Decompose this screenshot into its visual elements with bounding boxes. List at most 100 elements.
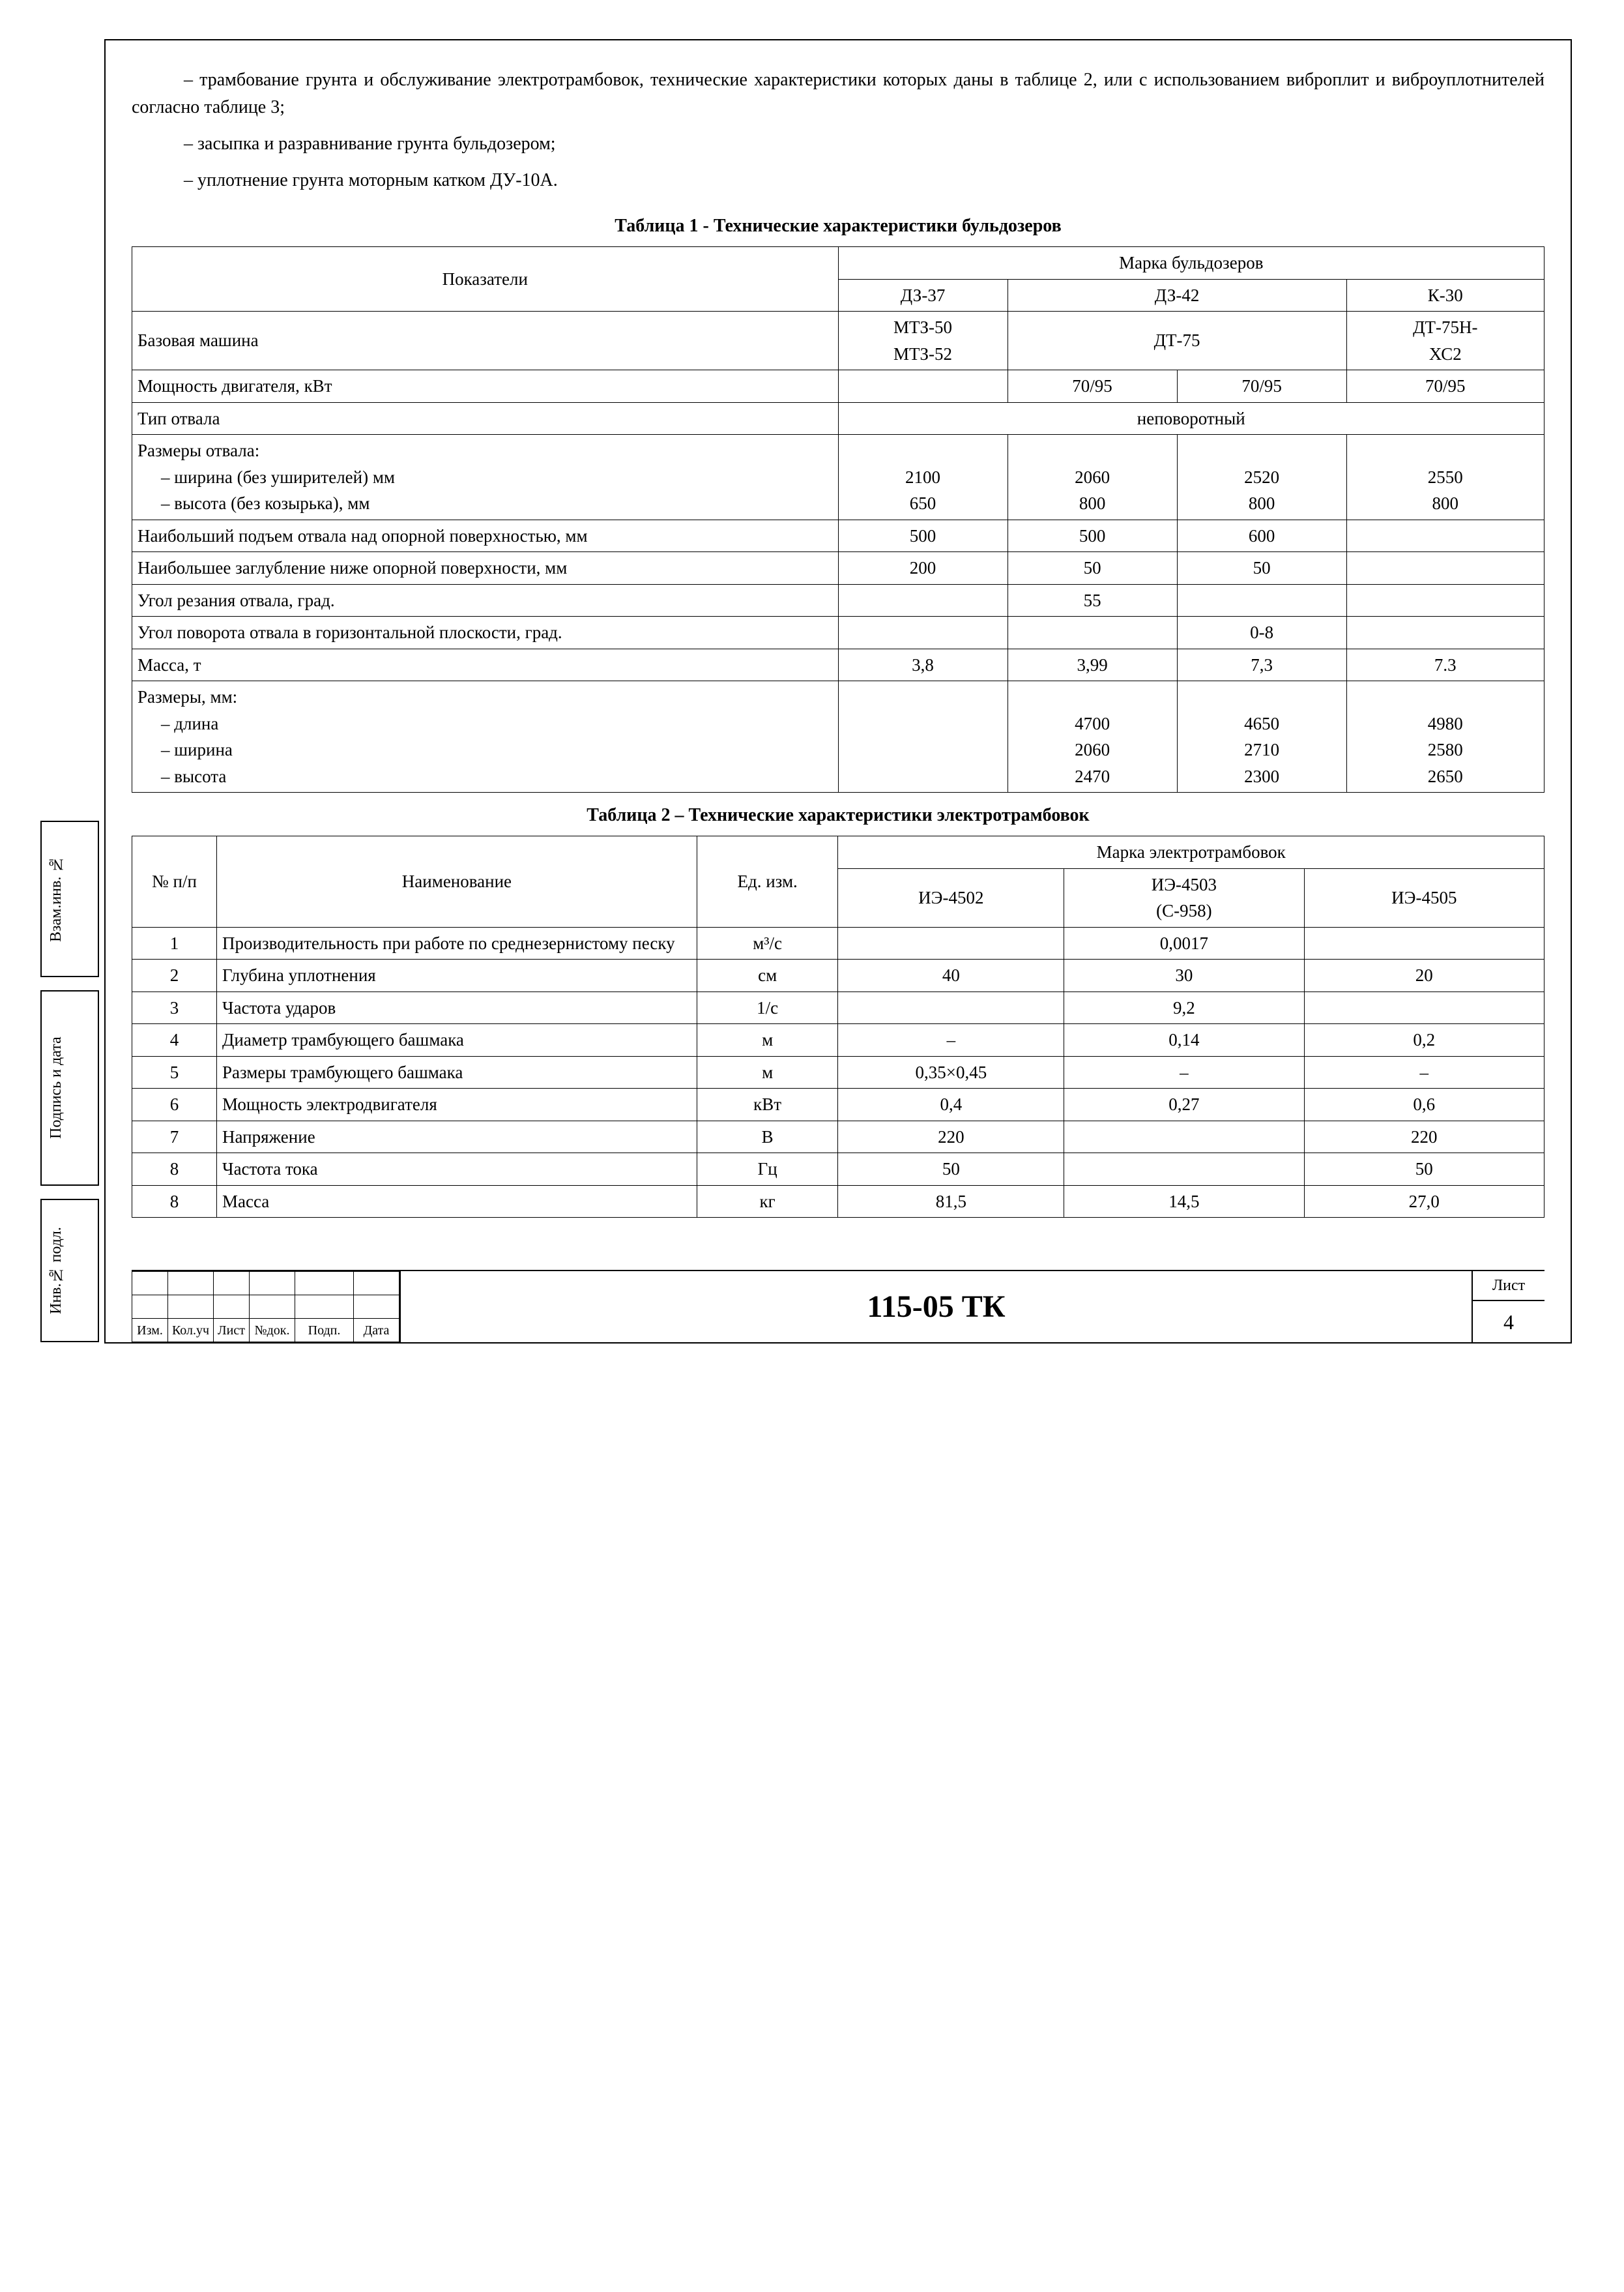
side-registration-boxes: Взам.инв. № Подпись и дата Инв.№ подл. (40, 821, 99, 1342)
cell-text: ХС2 (1429, 344, 1462, 364)
cell-text: 4650 (1244, 714, 1279, 733)
cell-text: 2580 (1428, 740, 1463, 759)
cell-text: 70/95 (1008, 370, 1177, 403)
side-box-vzam: Взам.инв. № (40, 821, 99, 977)
cell-v2 (1064, 1121, 1304, 1153)
cell-unit: кг (697, 1185, 838, 1218)
bullet-3: – уплотнение грунта моторным катком ДУ-1… (132, 167, 1544, 194)
cell-unit: м (697, 1024, 838, 1057)
cell-text: Размеры, мм: (138, 687, 237, 707)
t1-col-3: К-30 (1346, 279, 1544, 312)
cell-v1 (838, 992, 1064, 1024)
cell-text: неповоротный (838, 402, 1544, 435)
cell-no: 2 (132, 960, 217, 992)
cell-name: Напряжение (217, 1121, 697, 1153)
paragraph-1: – трамбование грунта и обслуживание элек… (132, 66, 1544, 121)
t2-col-2: ИЭ-4503 (С-958) (1064, 868, 1304, 927)
table-row: 5Размеры трамбующего башмакам0,35×0,45–– (132, 1056, 1544, 1089)
cell-name: Размеры трамбующего башмака (217, 1056, 697, 1089)
cell-v1: 81,5 (838, 1185, 1064, 1218)
cell-no: 7 (132, 1121, 217, 1153)
t1-row-base: Базовая машина (132, 312, 839, 370)
cell-v3: – (1304, 1056, 1544, 1089)
cell-unit: Гц (697, 1153, 838, 1186)
cell-text: 2710 (1244, 740, 1279, 759)
table-row: Мощность двигателя, кВт 70/95 70/95 70/9… (132, 370, 1544, 403)
t1-col-2: ДЗ-42 (1008, 279, 1346, 312)
cell-text: 50 (1008, 552, 1177, 585)
t1-header-marka: Марка бульдозеров (838, 247, 1544, 280)
t1-row-turn: Угол поворота отвала в горизонтальной пл… (132, 617, 839, 649)
t2-h-name: Наименование (217, 836, 697, 928)
t1-row-power: Мощность двигателя, кВт (132, 370, 839, 403)
cell-name: Производительность при работе по среднез… (217, 927, 697, 960)
cell-text: 800 (1249, 493, 1275, 513)
cell-unit: м³/с (697, 927, 838, 960)
table-1: Показатели Марка бульдозеров ДЗ-37 ДЗ-42… (132, 246, 1544, 793)
cell-name: Мощность электродвигателя (217, 1089, 697, 1121)
cell-v2: 0,27 (1064, 1089, 1304, 1121)
cell-text: 4980 (1428, 714, 1463, 733)
cell-v1: – (838, 1024, 1064, 1057)
cell-empty (838, 370, 1008, 403)
cell-v3: 50 (1304, 1153, 1544, 1186)
cell-text: 800 (1432, 493, 1459, 513)
t2-h-no: № п/п (132, 836, 217, 928)
cell-name: Масса (217, 1185, 697, 1218)
cell-text: 200 (838, 552, 1008, 585)
t1-row-type: Тип отвала (132, 402, 839, 435)
cell-empty (1008, 617, 1177, 649)
table-row: Наибольший подъем отвала над опорной пов… (132, 520, 1544, 552)
t1-header-pokaz: Показатели (132, 247, 839, 312)
cell-text: 70/95 (1346, 370, 1544, 403)
t2-h-unit: Ед. изм. (697, 836, 838, 928)
stamp-col-podp: Подп. (295, 1319, 354, 1342)
table-row: Размеры отвала: – ширина (без уширителей… (132, 435, 1544, 520)
cell-v2: – (1064, 1056, 1304, 1089)
table-row: № п/п Наименование Ед. изм. Марка электр… (132, 836, 1544, 869)
cell-text: – ширина (без уширителей) мм (138, 467, 395, 487)
cell-text: Размеры отвала: (138, 441, 259, 460)
cell-text: 2060 (1075, 740, 1110, 759)
cell-v2: 9,2 (1064, 992, 1304, 1024)
cell-text: 2520 (1244, 467, 1279, 487)
cell-text: – длина (138, 714, 218, 733)
cell-text: 2100 (905, 467, 940, 487)
page-frame: Взам.инв. № Подпись и дата Инв.№ подл. –… (104, 39, 1572, 1344)
cell-text: 600 (1177, 520, 1346, 552)
cell-empty (838, 681, 1008, 793)
cell-no: 5 (132, 1056, 217, 1089)
cell-no: 6 (132, 1089, 217, 1121)
t1-row-cut: Угол резания отвала, град. (132, 584, 839, 617)
sheet-number: 4 (1473, 1301, 1544, 1342)
table-row: Масса, т 3,8 3,99 7,3 7.3 (132, 649, 1544, 681)
table-row: Угол резания отвала, град. 55 (132, 584, 1544, 617)
cell-empty (1346, 520, 1544, 552)
cell-unit: см (697, 960, 838, 992)
cell-text: 800 (1079, 493, 1106, 513)
table-row: 4Диаметр трамбующего башмакам–0,140,2 (132, 1024, 1544, 1057)
cell-empty (1346, 552, 1544, 585)
cell-text: 7.3 (1346, 649, 1544, 681)
t2-col-3: ИЭ-4505 (1304, 868, 1544, 927)
side-box-inv: Инв.№ подл. (40, 1199, 99, 1342)
cell-text: 2060 (1075, 467, 1110, 487)
cell-empty (1346, 617, 1544, 649)
cell-v1 (838, 927, 1064, 960)
cell-text: ИЭ-4503 (1152, 875, 1217, 894)
cell-unit: м (697, 1056, 838, 1089)
cell-text: МТЗ-50 (893, 317, 952, 337)
revision-table: Изм. Кол.уч Лист №док. Подп. Дата (132, 1271, 401, 1342)
cell-v2 (1064, 1153, 1304, 1186)
cell-no: 8 (132, 1153, 217, 1186)
cell-text: 2300 (1244, 767, 1279, 786)
cell-text: 650 (910, 493, 936, 513)
cell-text: (С-958) (1156, 901, 1211, 920)
cell-text: 2470 (1075, 767, 1110, 786)
cell-v3: 20 (1304, 960, 1544, 992)
cell-v2: 30 (1064, 960, 1304, 992)
cell-text: 3,8 (838, 649, 1008, 681)
cell-v3: 0,2 (1304, 1024, 1544, 1057)
side-box-podpis: Подпись и дата (40, 990, 99, 1186)
cell-text: – высота (без козырька), мм (138, 493, 370, 513)
